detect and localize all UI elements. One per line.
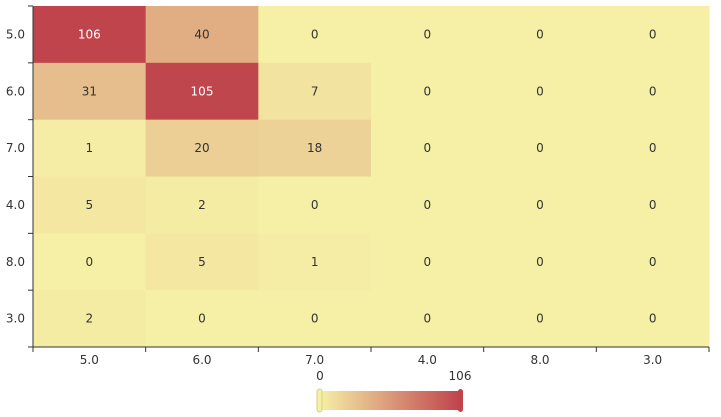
heatmap-cell[interactable] <box>371 233 485 291</box>
heatmap-cells <box>33 6 710 348</box>
heatmap-cell-label: 0 <box>86 255 94 269</box>
heatmap-cell[interactable] <box>258 62 372 121</box>
x-tick-label: 7.0 <box>305 353 324 367</box>
heatmap-cell-label: 0 <box>536 141 544 155</box>
x-tick-label: 4.0 <box>418 353 437 367</box>
heatmap-cell-label: 5 <box>86 198 94 212</box>
heatmap-cell[interactable] <box>258 176 372 234</box>
heatmap-cell-label: 31 <box>82 84 97 98</box>
heatmap-cell-label: 0 <box>649 84 657 98</box>
heatmap-cell-labels: 106 40 0 0 0 031 105 7 0 0 01 20 18 0 0 05 2 0 0 0 00 5 1 0 0 02 0… <box>78 27 657 325</box>
y-tick-label: 7.0 <box>6 141 25 155</box>
heatmap-cell-label: 106 <box>78 27 101 41</box>
x-axis: 5.0 6.0 7.0 4.0 8.0 3.0 <box>32 346 710 367</box>
heatmap-cell-label: 0 <box>649 255 657 269</box>
visual-map-min-label: 0 <box>316 369 324 383</box>
heatmap-cell[interactable] <box>483 176 597 234</box>
heatmap-cell[interactable] <box>258 290 372 348</box>
heatmap-cell[interactable] <box>596 119 710 177</box>
heatmap-cell-label: 0 <box>424 255 432 269</box>
heatmap-cell[interactable] <box>145 176 259 234</box>
heatmap-cell-label: 0 <box>311 27 319 41</box>
heatmap-cell[interactable] <box>371 176 485 234</box>
heatmap-cell-label: 40 <box>194 27 209 41</box>
heatmap-cell-label: 2 <box>86 312 94 326</box>
heatmap-cell[interactable] <box>33 233 147 291</box>
y-tick-label: 6.0 <box>6 84 25 98</box>
heatmap-cell-label: 0 <box>311 198 319 212</box>
heatmap-cell[interactable] <box>371 6 485 64</box>
heatmap-cell[interactable] <box>596 62 710 121</box>
heatmap-cell[interactable] <box>371 290 485 348</box>
heatmap-cell-label: 0 <box>536 198 544 212</box>
heatmap-cell[interactable] <box>145 233 259 291</box>
heatmap-cell[interactable] <box>145 62 259 121</box>
heatmap-cell[interactable] <box>145 6 259 64</box>
heatmap-cell[interactable] <box>483 119 597 177</box>
heatmap-cell[interactable] <box>33 62 147 121</box>
visual-map-gradient-bar <box>320 391 460 410</box>
x-tick-label: 5.0 <box>80 353 99 367</box>
heatmap-cell[interactable] <box>145 290 259 348</box>
heatmap-cell-label: 0 <box>424 312 432 326</box>
heatmap-cell[interactable] <box>33 290 147 348</box>
heatmap-cell-label: 0 <box>649 141 657 155</box>
heatmap-cell[interactable] <box>596 6 710 64</box>
x-tick-label: 6.0 <box>192 353 211 367</box>
y-axis: 5.0 6.0 7.0 4.0 8.0 3.0 <box>6 5 34 348</box>
x-tick-label: 3.0 <box>643 353 662 367</box>
visual-map-low-handle[interactable] <box>316 388 323 413</box>
heatmap-cell-label: 0 <box>649 27 657 41</box>
heatmap-cell[interactable] <box>33 6 147 64</box>
heatmap-cell-label: 0 <box>424 27 432 41</box>
heatmap-cell-label: 2 <box>198 198 206 212</box>
heatmap-cell[interactable] <box>596 233 710 291</box>
y-tick-label: 5.0 <box>6 27 25 41</box>
heatmap-cell-label: 0 <box>536 312 544 326</box>
x-tick-label: 8.0 <box>530 353 549 367</box>
heatmap-cell-label: 1 <box>86 141 94 155</box>
heatmap-cell[interactable] <box>483 233 597 291</box>
heatmap-cell-label: 0 <box>536 84 544 98</box>
heatmap-cell-label: 0 <box>649 198 657 212</box>
y-tick-label: 8.0 <box>6 255 25 269</box>
heatmap-cell-label: 18 <box>307 141 322 155</box>
heatmap-cell[interactable] <box>145 119 259 177</box>
heatmap-cell[interactable] <box>483 290 597 348</box>
visual-map[interactable]: 0 106 <box>316 369 472 413</box>
heatmap-cell[interactable] <box>258 119 372 177</box>
heatmap-cell-label: 0 <box>198 312 206 326</box>
heatmap-cell[interactable] <box>483 62 597 121</box>
heatmap-cell-label: 7 <box>311 84 319 98</box>
heatmap-cell[interactable] <box>483 6 597 64</box>
heatmap-cell-label: 0 <box>649 312 657 326</box>
heatmap-cell[interactable] <box>371 62 485 121</box>
heatmap-cell-label: 105 <box>191 84 214 98</box>
heatmap-cell[interactable] <box>596 176 710 234</box>
heatmap-cell-label: 0 <box>311 312 319 326</box>
heatmap-cell-label: 0 <box>424 141 432 155</box>
heatmap-cell-label: 0 <box>536 27 544 41</box>
heatmap-cell[interactable] <box>33 119 147 177</box>
heatmap-cell-label: 0 <box>424 198 432 212</box>
heatmap-cell[interactable] <box>596 290 710 348</box>
heatmap-cell[interactable] <box>258 233 372 291</box>
heatmap-cell[interactable] <box>371 119 485 177</box>
heatmap-cell[interactable] <box>33 176 147 234</box>
heatmap-cell-label: 1 <box>311 255 319 269</box>
heatmap-cell-label: 0 <box>424 84 432 98</box>
heatmap-cell-label: 0 <box>536 255 544 269</box>
visual-map-max-label: 106 <box>449 369 472 383</box>
heatmap-cell[interactable] <box>258 6 372 64</box>
y-tick-label: 4.0 <box>6 198 25 212</box>
heatmap-cell-label: 20 <box>194 141 209 155</box>
y-tick-label: 3.0 <box>6 312 25 326</box>
visual-map-high-handle[interactable] <box>458 389 463 412</box>
heatmap-cell-label: 5 <box>198 255 206 269</box>
